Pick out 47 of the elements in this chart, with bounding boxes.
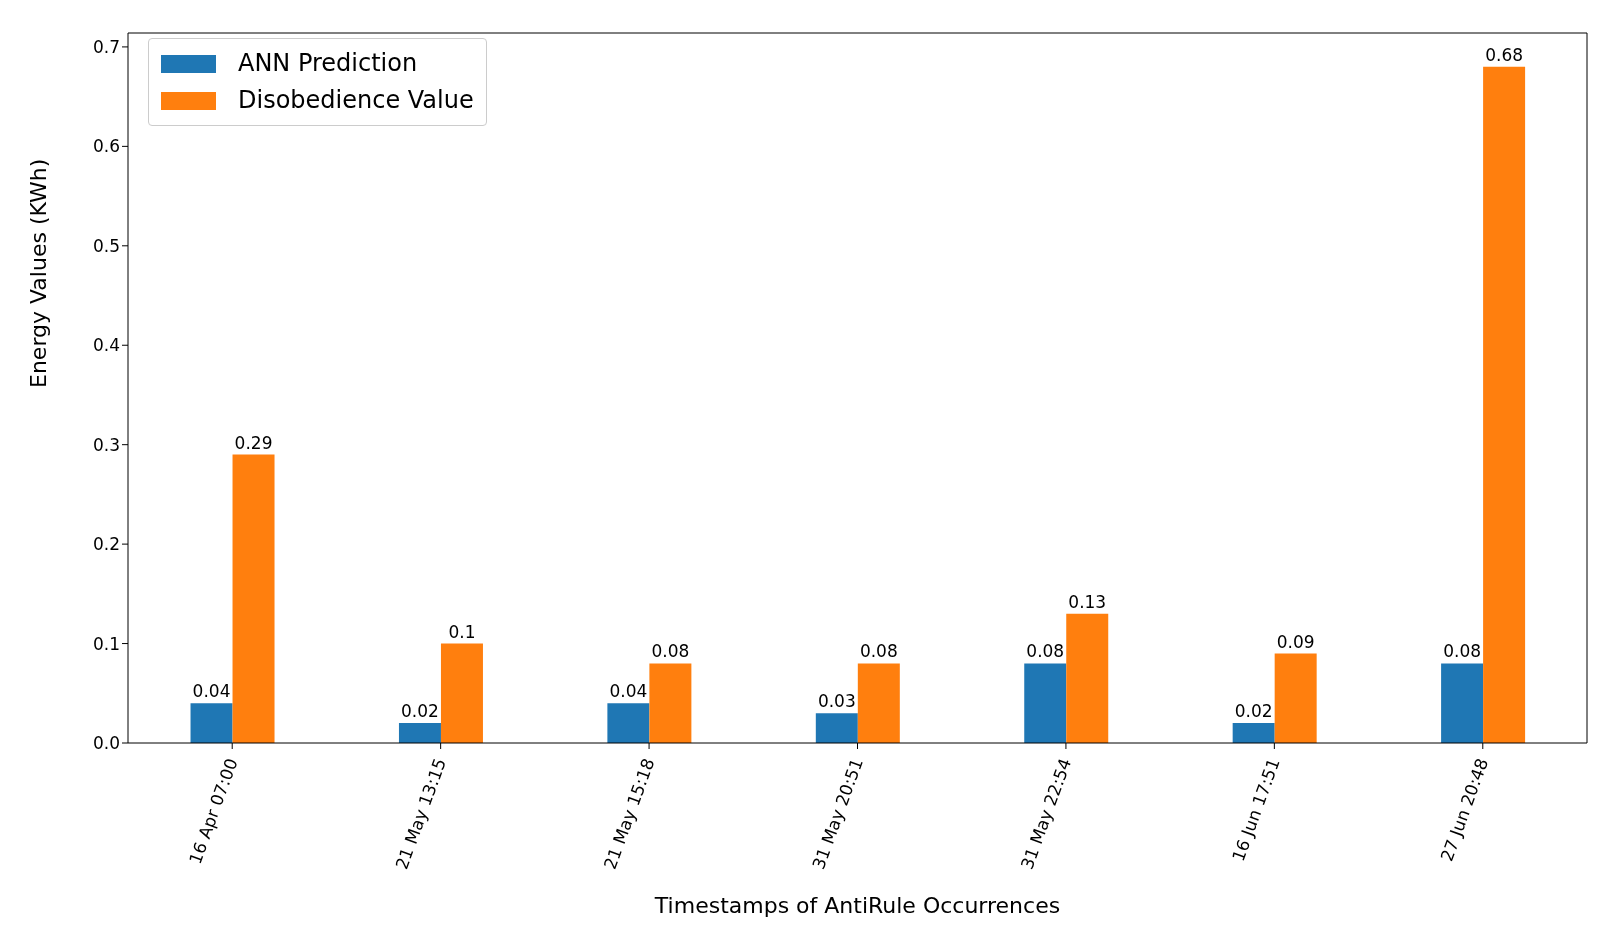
legend-label: Disobedience Value <box>238 85 474 116</box>
y-tick-label: 0.7 <box>92 36 120 57</box>
x-tick-label: 16 Apr 07:00 <box>184 755 242 867</box>
data-label: 0.03 <box>817 691 856 712</box>
data-label: 0.08 <box>651 641 690 662</box>
x-tick-label: 27 Jun 20:48 <box>1436 755 1493 864</box>
y-tick-label: 0.4 <box>92 335 120 356</box>
bar <box>232 454 275 743</box>
data-label: 0.13 <box>1068 591 1107 612</box>
data-label: 0.04 <box>609 681 648 702</box>
y-axis-title: Energy Values (KWh) <box>25 158 51 388</box>
bar <box>190 703 233 743</box>
x-tick-label: 16 Jun 17:51 <box>1228 755 1284 864</box>
x-tick-label: 31 May 22:54 <box>1016 755 1076 872</box>
x-tick-label: 31 May 20:51 <box>808 755 867 872</box>
bar <box>398 723 441 743</box>
bar <box>1024 663 1067 743</box>
y-tick-label: 0.6 <box>92 136 120 157</box>
bar <box>607 703 650 743</box>
x-axis-title: Timestamps of AntiRule Occurrences <box>653 893 1061 918</box>
data-label: 0.02 <box>1234 701 1273 722</box>
y-tick-label: 0.1 <box>92 633 120 654</box>
data-label: 0.29 <box>234 432 273 453</box>
data-label: 0.68 <box>1485 44 1524 65</box>
bar <box>1066 613 1109 743</box>
data-label: 0.08 <box>1026 641 1065 662</box>
legend-label: ANN Prediction <box>238 48 418 79</box>
bar <box>815 713 858 743</box>
y-tick-label: 0.2 <box>92 534 120 555</box>
bar <box>1274 653 1317 743</box>
bar <box>1441 663 1484 743</box>
data-label: 0.02 <box>401 701 439 722</box>
x-tick-label: 21 May 15:18 <box>599 755 659 872</box>
bar <box>649 663 692 743</box>
data-label: 0.08 <box>859 641 898 662</box>
data-label: 0.09 <box>1276 631 1315 652</box>
data-label: 0.04 <box>192 681 231 702</box>
bar <box>857 663 900 743</box>
data-label: 0.1 <box>448 621 476 642</box>
bar <box>1483 66 1526 743</box>
y-tick-label: 0.5 <box>92 235 120 256</box>
y-tick-label: 0.3 <box>92 434 120 455</box>
x-tick-label: 21 May 13:15 <box>391 755 451 872</box>
y-tick-label: 0.0 <box>92 733 120 754</box>
data-label: 0.08 <box>1443 641 1482 662</box>
bar <box>440 643 483 743</box>
bar <box>1232 723 1275 743</box>
